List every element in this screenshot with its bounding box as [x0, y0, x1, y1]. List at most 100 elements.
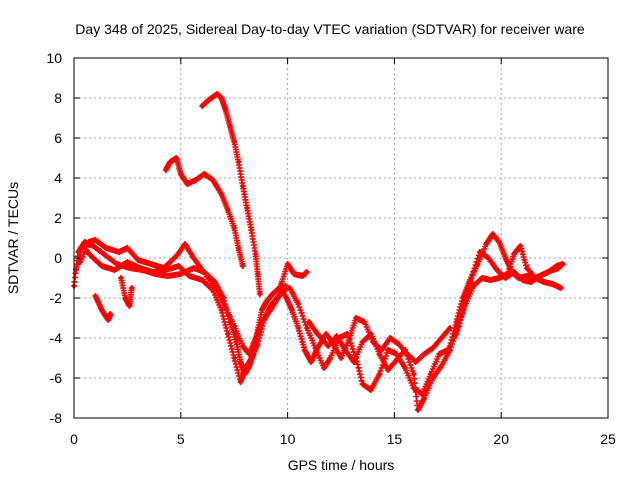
data-point — [304, 325, 309, 331]
data-point — [148, 261, 154, 267]
data-point — [486, 255, 491, 261]
data-point — [165, 273, 171, 279]
data-point — [326, 343, 331, 349]
data-point — [490, 231, 495, 237]
series-track-6 — [162, 155, 246, 269]
y-tick-label: 2 — [54, 210, 62, 226]
data-point — [219, 95, 224, 101]
data-point — [253, 251, 258, 257]
y-tick-label: 0 — [54, 250, 62, 266]
data-point — [368, 331, 374, 337]
data-point — [212, 285, 218, 291]
data-point — [308, 359, 314, 365]
data-point — [439, 363, 444, 369]
data-point — [469, 275, 474, 281]
data-point — [454, 331, 459, 337]
data-point — [300, 273, 305, 279]
data-point — [247, 351, 252, 357]
data-point — [253, 335, 258, 341]
data-point — [112, 267, 117, 273]
data-point — [259, 307, 265, 313]
data-point — [377, 351, 382, 357]
y-tick-label: 10 — [46, 50, 62, 66]
data-point — [125, 259, 130, 265]
data-point — [232, 323, 237, 329]
data-point — [187, 273, 192, 279]
data-point — [304, 269, 309, 275]
data-point — [546, 269, 551, 275]
y-tick-label: 8 — [54, 90, 62, 106]
data-point — [411, 371, 416, 377]
data-point — [430, 375, 435, 381]
data-point — [362, 319, 367, 325]
data-point — [394, 357, 399, 363]
data-point — [259, 319, 265, 325]
data-point — [255, 341, 260, 347]
data-point — [430, 345, 435, 351]
data-point — [200, 103, 205, 109]
data-point — [503, 255, 508, 261]
data-point — [291, 271, 297, 277]
data-point — [460, 295, 465, 301]
data-point — [387, 335, 393, 341]
data-point — [93, 237, 98, 243]
data-point — [276, 285, 282, 291]
x-axis-ticks: 0 5 10 15 20 25 — [70, 58, 616, 447]
data-point — [257, 291, 262, 297]
data-point — [108, 311, 113, 317]
data-point — [302, 347, 307, 353]
data-point — [176, 263, 181, 269]
data-point — [315, 331, 320, 337]
data-point — [343, 347, 348, 353]
series-track-3 — [77, 237, 291, 357]
grid — [74, 58, 608, 418]
data-point — [225, 331, 230, 337]
data-point — [249, 227, 254, 233]
data-point — [249, 355, 254, 361]
data-point — [276, 293, 282, 299]
data-point — [402, 347, 408, 353]
series-track-14 — [468, 249, 567, 285]
data-point — [219, 191, 224, 197]
x-tick-label: 0 — [70, 431, 78, 447]
x-tick-label: 20 — [493, 431, 509, 447]
data-point — [353, 315, 359, 321]
data-point — [537, 273, 542, 279]
data-point — [283, 293, 288, 299]
data-point — [541, 279, 547, 285]
data-point — [174, 155, 179, 161]
data-point — [270, 291, 275, 297]
data-point — [368, 387, 374, 393]
data-point — [163, 167, 168, 173]
data-point — [232, 139, 237, 145]
data-point — [385, 347, 391, 353]
data-point — [428, 371, 433, 377]
data-point — [161, 265, 166, 271]
data-point — [377, 371, 382, 377]
y-tick-label: -6 — [50, 370, 63, 386]
data-point — [518, 243, 523, 249]
data-point — [334, 333, 339, 339]
data-point — [202, 171, 207, 177]
data-point — [178, 271, 183, 277]
data-point — [394, 351, 399, 357]
data-point — [174, 253, 179, 259]
data-point — [103, 245, 109, 251]
data-point — [227, 123, 233, 129]
x-tick-label: 5 — [177, 431, 185, 447]
data-point — [447, 347, 453, 353]
data-point — [223, 107, 228, 113]
data-point — [219, 307, 224, 313]
data-point — [191, 255, 196, 261]
data-point — [520, 277, 525, 283]
plot-frame — [73, 57, 609, 419]
data-point — [296, 325, 301, 331]
data-point — [73, 267, 79, 273]
data-point — [313, 345, 318, 351]
series-track-4 — [92, 293, 114, 323]
data-point — [206, 97, 211, 103]
data-point — [244, 205, 250, 211]
data-point — [338, 355, 344, 361]
